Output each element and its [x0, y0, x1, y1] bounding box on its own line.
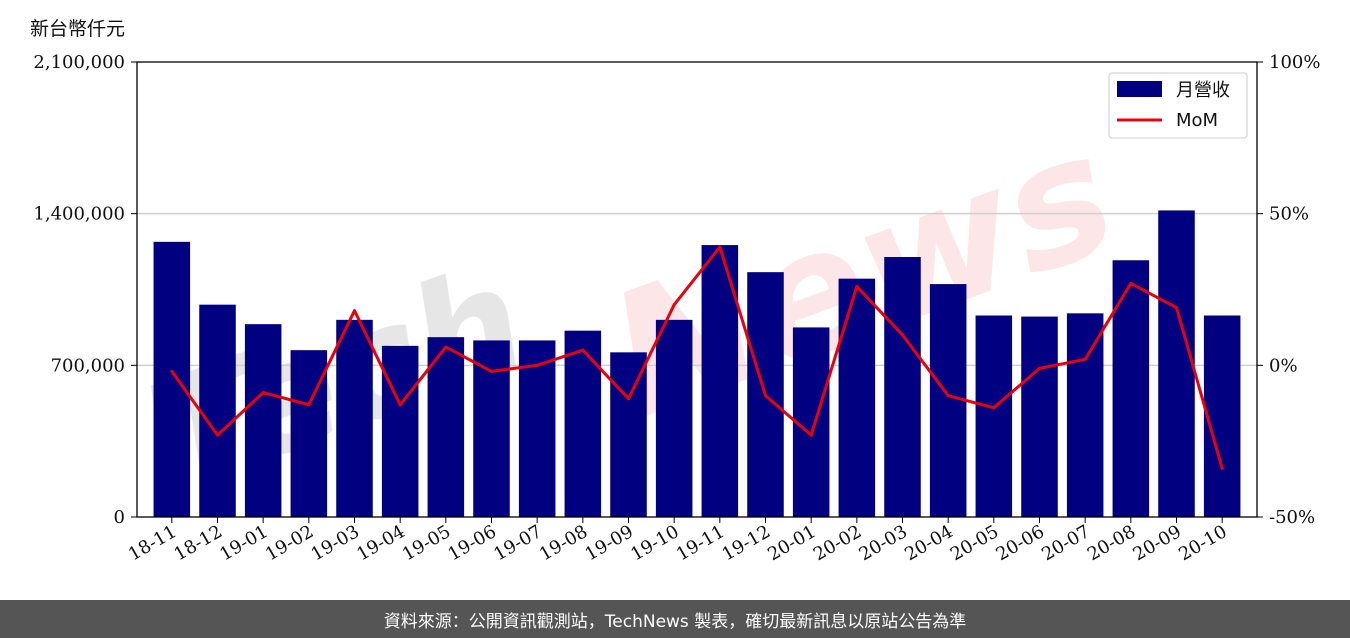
- mom-line: [170, 245, 1224, 469]
- mom-point-19-01: [261, 391, 265, 395]
- legend-swatch-revenue: [1117, 81, 1162, 97]
- x-tick-label: 19-06: [445, 521, 500, 565]
- x-tick-label: 20-01: [764, 521, 819, 565]
- bar-19-08: [564, 330, 602, 517]
- mom-point-19-08: [581, 348, 585, 352]
- x-tick-label: 19-05: [399, 521, 454, 565]
- bar-19-07: [518, 340, 556, 517]
- x-tick-label: 20-04: [901, 521, 956, 565]
- x-tick-label: 18-12: [171, 521, 226, 565]
- bar-20-06: [1021, 316, 1058, 517]
- x-tick-label: 19-11: [673, 521, 728, 565]
- bar-20-09: [1158, 210, 1195, 517]
- x-tick-label: 19-09: [582, 521, 637, 565]
- bar-20-05: [975, 315, 1013, 517]
- x-tick-label: 19-08: [536, 521, 591, 565]
- left-tick-label: 700,000: [51, 355, 125, 376]
- y-axis-unit-label: 新台幣仟元: [30, 18, 126, 40]
- mom-point-20-01: [809, 433, 813, 437]
- x-tick-label: 20-08: [1084, 521, 1139, 565]
- left-axis: 0 700,000 1,400,000 2,100,000: [33, 52, 137, 528]
- bar-20-03: [884, 257, 921, 517]
- right-tick-label: 100%: [1269, 52, 1320, 73]
- mom-point-20-04: [946, 394, 950, 398]
- bar-19-04: [381, 345, 419, 517]
- bar-20-01: [792, 327, 830, 517]
- bar-20-02: [838, 278, 876, 517]
- bar-19-09: [610, 352, 647, 517]
- mom-point-18-11: [170, 369, 174, 373]
- right-tick-label: 50%: [1269, 204, 1309, 225]
- x-tick-label: 19-04: [353, 521, 408, 565]
- mom-point-20-09: [1175, 306, 1178, 310]
- mom-point-20-07: [1083, 357, 1087, 361]
- mom-point-19-10: [672, 303, 676, 307]
- mom-point-19-12: [764, 394, 767, 398]
- x-tick-label: 19-03: [308, 521, 363, 565]
- left-tick-label: 0: [114, 507, 125, 528]
- mom-point-19-02: [307, 403, 311, 407]
- mom-point-19-04: [398, 403, 402, 407]
- mom-point-20-05: [992, 406, 996, 410]
- left-tick-label: 1,400,000: [33, 204, 125, 225]
- x-tick-label: 20-09: [1130, 521, 1185, 565]
- legend-label-mom: MoM: [1176, 110, 1218, 131]
- x-tick-label: 18-11: [125, 521, 180, 565]
- bar-19-05: [427, 337, 465, 517]
- bar-18-11: [153, 241, 191, 518]
- right-axis: -50% 0% 50% 100%: [1257, 52, 1320, 528]
- mom-point-19-07: [535, 363, 539, 367]
- x-axis: 18-1118-1219-0119-0219-0319-0419-0519-06…: [125, 517, 1231, 565]
- mom-point-19-03: [353, 309, 356, 313]
- right-tick-label: 0%: [1269, 355, 1298, 376]
- mom-point-19-09: [627, 397, 630, 401]
- footer-source-note: 資料來源：公開資訊觀測站，TechNews 製表，確切最新訊息以原站公告為準: [0, 600, 1350, 638]
- x-tick-label: 19-10: [627, 521, 682, 565]
- x-tick-label: 20-10: [1175, 521, 1230, 565]
- left-tick-label: 2,100,000: [33, 52, 125, 73]
- mom-point-19-11: [718, 245, 722, 249]
- x-tick-label: 19-12: [719, 521, 774, 565]
- x-tick-label: 19-02: [262, 521, 317, 565]
- x-tick-label: 20-05: [947, 521, 1002, 565]
- mom-point-20-10: [1220, 466, 1224, 470]
- bar-19-03: [336, 319, 373, 517]
- x-tick-label: 20-06: [993, 521, 1048, 565]
- bar-20-10: [1203, 315, 1241, 517]
- mom-point-20-03: [901, 333, 904, 337]
- line-series: [170, 245, 1224, 470]
- x-tick-label: 20-03: [856, 521, 911, 565]
- x-tick-label: 19-07: [490, 521, 545, 565]
- mom-point-20-06: [1038, 366, 1041, 370]
- legend-label-revenue: 月營收: [1176, 80, 1230, 101]
- legend: 月營收 MoM: [1108, 72, 1248, 139]
- bar-19-01: [244, 324, 282, 517]
- mom-point-19-06: [490, 369, 493, 373]
- bar-20-04: [929, 284, 967, 517]
- bar-19-06: [473, 340, 510, 517]
- bar-19-10: [655, 319, 693, 517]
- mom-point-18-12: [216, 433, 219, 437]
- mom-point-20-08: [1129, 281, 1133, 285]
- x-tick-label: 20-02: [810, 521, 865, 565]
- mom-point-20-02: [855, 284, 859, 288]
- x-tick-label: 19-01: [216, 521, 271, 565]
- bar-20-08: [1112, 260, 1150, 517]
- plot-frame: [136, 61, 1258, 518]
- right-tick-label: -50%: [1269, 507, 1315, 528]
- bar-20-07: [1066, 313, 1104, 517]
- mom-point-19-05: [444, 345, 448, 349]
- x-tick-label: 20-07: [1038, 521, 1093, 565]
- bar-18-12: [199, 304, 236, 517]
